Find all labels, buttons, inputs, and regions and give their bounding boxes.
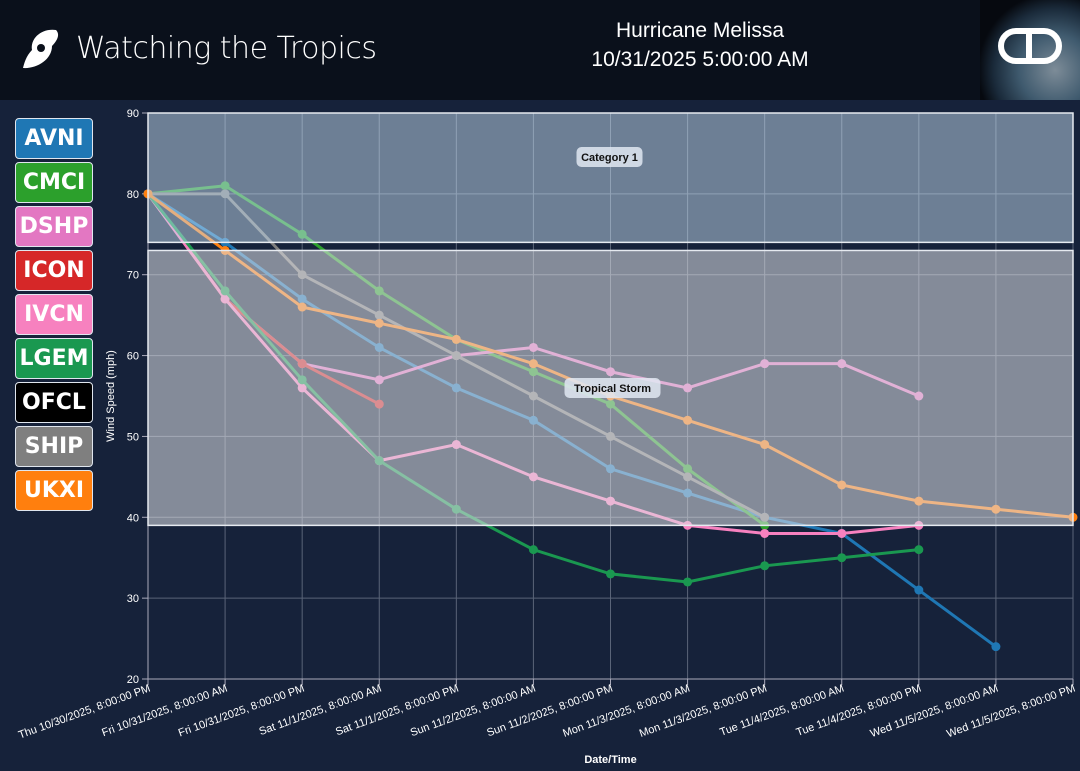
logo [980, 0, 1080, 100]
data-point [837, 528, 847, 538]
data-point [683, 577, 693, 587]
storm-info: Hurricane Melissa 10/31/2025 5:00:00 AM [540, 16, 860, 74]
brand-title: Watching the Tropics [76, 30, 377, 66]
band-label-bg [576, 147, 643, 167]
storm-name: Hurricane Melissa [615, 19, 785, 42]
data-point [837, 553, 847, 563]
brand[interactable]: Watching the Tropics [22, 26, 377, 70]
y-tick-label: 60 [127, 351, 139, 363]
data-point [606, 569, 615, 579]
y-tick-label: 50 [127, 431, 139, 443]
legend-button-ukxi[interactable]: UKXI [15, 470, 93, 511]
band-category-1 [147, 112, 1074, 244]
x-tick-label: Fri 10/31/2025, 8:00:00 PM [177, 683, 306, 740]
x-tick-label: Sun 11/2/2025, 8:00:00 AM [409, 683, 538, 740]
data-point [914, 585, 924, 595]
data-point [220, 189, 230, 199]
data-point [760, 528, 770, 538]
legend-button-lgem[interactable]: LGEM [15, 338, 93, 379]
data-point [991, 642, 1001, 652]
header: Watching the Tropics Hurricane Melissa 1… [0, 0, 1080, 100]
hurricane-icon [23, 29, 59, 69]
x-tick-label: Thu 10/30/2025, 8:00:00 PM [17, 683, 152, 742]
legend-button-avni[interactable]: AVNI [15, 118, 93, 159]
data-point [220, 181, 230, 191]
x-tick-label: Tue 11/4/2025, 8:00:00 AM [718, 683, 846, 739]
y-tick-label: 70 [127, 270, 139, 282]
data-point [760, 561, 770, 571]
band-label-bg [564, 378, 661, 398]
band-label: Tropical Storm [574, 383, 651, 395]
x-tick-label: Wed 11/5/2025, 8:00:00 PM [945, 683, 1077, 741]
y-axis-label: Wind Speed (mph) [105, 350, 117, 442]
x-tick-label: Wed 11/5/2025, 8:00:00 AM [869, 683, 1000, 741]
legend-button-ofcl[interactable]: OFCL [15, 382, 93, 423]
x-tick-label: Mon 11/3/2025, 8:00:00 PM [638, 683, 769, 740]
data-point [528, 545, 538, 555]
band-label: Category 1 [581, 152, 638, 164]
y-tick-label: 90 [127, 108, 139, 120]
y-tick-label: 30 [127, 593, 139, 605]
x-tick-label: Sun 11/2/2025, 8:00:00 PM [485, 683, 614, 740]
x-tick-label: Tue 11/4/2025, 8:00:00 PM [795, 683, 923, 739]
data-point [914, 545, 924, 555]
y-tick-label: 40 [127, 512, 139, 524]
legend-button-dshp[interactable]: DSHP [15, 206, 93, 247]
storm-timestamp: 10/31/2025 5:00:00 AM [591, 48, 809, 71]
data-point [297, 229, 307, 239]
x-axis-label: Date/Time [584, 754, 636, 766]
y-tick-label: 80 [127, 189, 139, 201]
legend-button-cmci[interactable]: CMCI [15, 162, 93, 203]
dd-logo-icon [998, 28, 1062, 64]
x-tick-label: Fri 10/31/2025, 8:00:00 AM [100, 683, 229, 740]
legend-button-icon[interactable]: ICON [15, 250, 93, 291]
x-tick-label: Mon 11/3/2025, 8:00:00 AM [561, 683, 691, 740]
legend-button-ivcn[interactable]: IVCN [15, 294, 93, 335]
legend-button-ship[interactable]: SHIP [15, 426, 93, 467]
model-legend: AVNI CMCI DSHP ICON IVCN LGEM OFCL SHIP UKXI [10, 110, 98, 520]
y-tick-label: 20 [127, 674, 139, 686]
x-tick-label: Sat 11/1/2025, 8:00:00 PM [334, 683, 460, 739]
